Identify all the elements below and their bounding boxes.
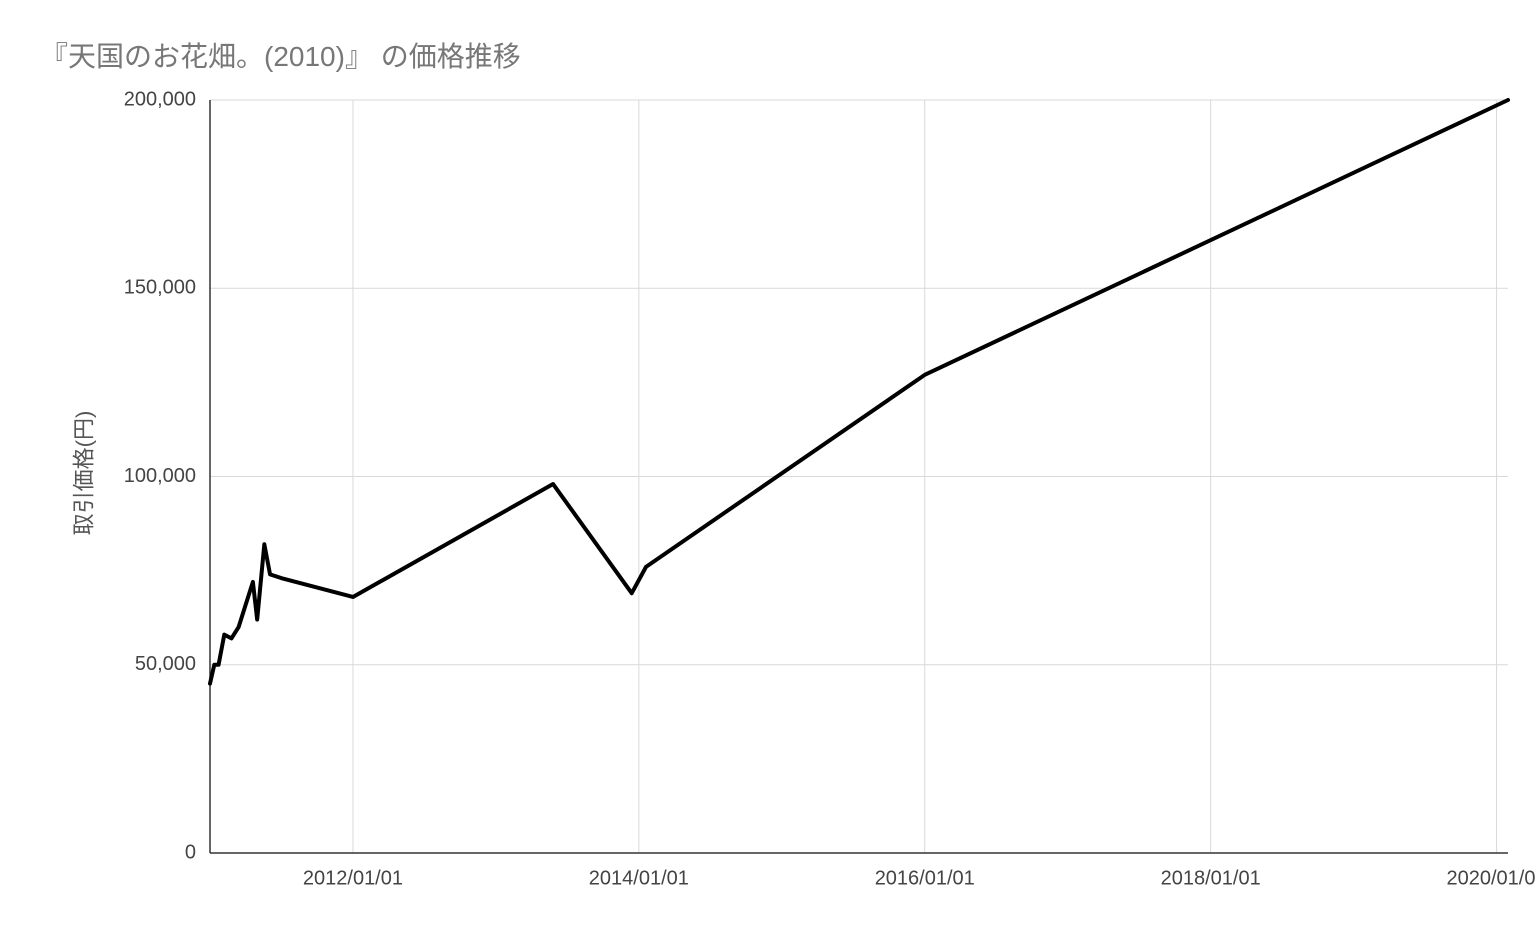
y-tick-label: 0 — [185, 841, 196, 863]
price-series-line — [210, 100, 1508, 684]
x-tick-label: 2014/01/01 — [589, 868, 689, 890]
y-tick-label: 200,000 — [124, 88, 196, 110]
line-chart: 0 50,000 100,000 150,000 200,000 2012/01/01 2… — [0, 0, 1536, 945]
y-tick-label: 50,000 — [135, 653, 196, 675]
x-tick-label: 2018/01/01 — [1161, 868, 1261, 890]
y-tick-label: 100,000 — [124, 465, 196, 487]
x-tick-label: 2016/01/01 — [875, 868, 975, 890]
x-tick-label: 2020/01/01 — [1447, 868, 1536, 890]
x-tick-label: 2012/01/01 — [303, 868, 403, 890]
y-tick-label: 150,000 — [124, 277, 196, 299]
